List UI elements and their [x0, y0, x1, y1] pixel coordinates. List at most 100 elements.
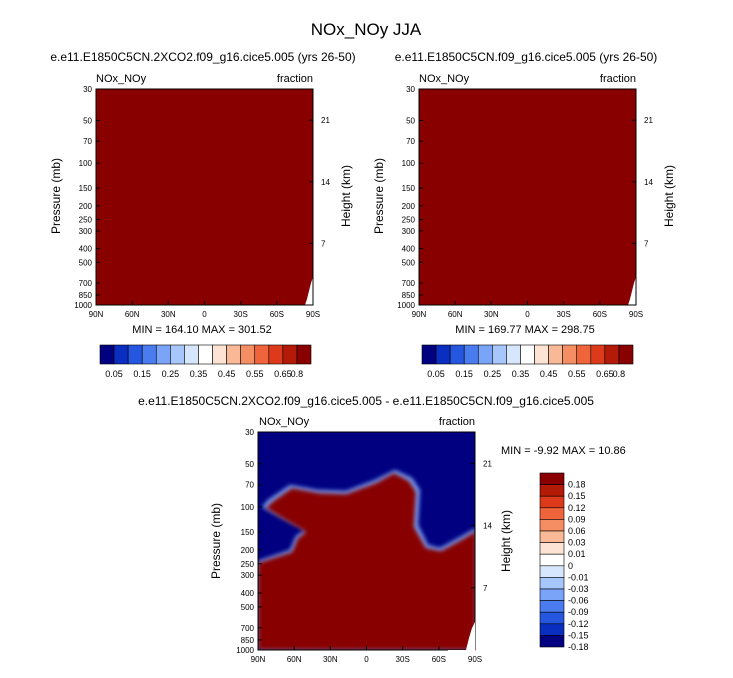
colorbar-swatch: [296, 344, 312, 365]
x-tick-label: 90N: [412, 310, 427, 319]
topography-mask: [448, 622, 475, 651]
colorbar-label: 0.15: [133, 369, 151, 379]
panel-1: e.e11.E1850C5CN.2XCO2.f09_g16.cice5.005 …: [49, 50, 356, 379]
x-tick-label: 0: [202, 310, 207, 319]
colorbar-swatch: [539, 635, 565, 648]
y-tick-label: 1000: [74, 301, 92, 310]
x-tick-label: 60N: [125, 310, 140, 319]
y-tick-label: 700: [79, 279, 93, 288]
y-tick-label: 700: [241, 624, 255, 633]
colorbar-swatch: [240, 344, 256, 365]
panel-3-right-label: fraction: [439, 416, 475, 428]
colorbar-swatch: [435, 344, 451, 365]
panel-2-field: [419, 89, 636, 306]
colorbar-label: 0.45: [540, 369, 558, 379]
x-tick-label: 0: [364, 655, 369, 664]
colorbar-swatch: [477, 344, 493, 365]
x-tick-label: 0: [525, 310, 530, 319]
colorbar-label: -0.06: [568, 596, 589, 606]
colorbar-swatch: [492, 344, 507, 365]
colorbar-swatch: [226, 344, 241, 365]
y-tick-label: 300: [402, 227, 416, 236]
panel-1-left-label: NOx_NOy: [96, 73, 147, 85]
colorbar-swatch: [449, 344, 465, 365]
x-tick-label: 60N: [287, 655, 302, 664]
x-tick-label: 30N: [161, 310, 176, 319]
panel-1-right-label: fraction: [277, 73, 313, 85]
colorbar-label: 0.8: [613, 369, 626, 379]
panel-3-axes: 305070100150200250300400500700850100090N…: [236, 428, 492, 664]
y-tick-label: 70: [245, 481, 254, 490]
y-tick-label: 30: [406, 85, 415, 94]
colorbar-swatch: [506, 344, 521, 365]
panel-2-ylabel-right: Height (km): [662, 165, 676, 227]
y-tick-label: 150: [241, 528, 255, 537]
colorbar-label: 0.35: [190, 369, 208, 379]
panel-2-colorbar: 0.05 0.15 0.25 0.35 0.45 0.55 0.65 0.8: [421, 344, 634, 379]
height-tick-label: 21: [644, 116, 653, 125]
y-tick-label: 700: [402, 279, 416, 288]
panel-2-left-label: NOx_NOy: [419, 73, 470, 85]
colorbar-swatch: [539, 577, 565, 590]
x-tick-label: 60S: [593, 310, 607, 319]
height-tick-label: 7: [644, 239, 649, 248]
colorbar-swatch: [539, 530, 565, 543]
y-tick-label: 100: [402, 159, 416, 168]
colorbar-swatch: [539, 588, 565, 601]
y-tick-label: 500: [79, 258, 93, 267]
y-tick-label: 150: [402, 184, 416, 193]
colorbar-swatch: [539, 623, 565, 636]
colorbar-swatch: [254, 344, 270, 365]
colorbar-swatch: [170, 344, 185, 365]
colorbar-label: 0.35: [512, 369, 530, 379]
y-tick-label: 50: [406, 116, 415, 125]
y-tick-label: 70: [406, 137, 415, 146]
colorbar-label: 0.25: [484, 369, 502, 379]
colorbar-swatch: [113, 344, 129, 365]
panel-1-axes: 305070100150200250300400500700850100090N…: [74, 85, 330, 319]
x-tick-label: 30N: [323, 655, 338, 664]
x-tick-label: 30S: [396, 655, 410, 664]
colorbar-label: 0.12: [568, 503, 586, 513]
y-tick-label: 1000: [397, 301, 415, 310]
y-tick-label: 400: [241, 589, 255, 598]
field-fill: [419, 89, 636, 305]
colorbar-swatch: [539, 495, 565, 509]
topography-mask: [283, 277, 313, 306]
colorbar-label: 0.65: [596, 369, 614, 379]
panel-2-axes: 305070100150200250300400500700850100090N…: [397, 85, 653, 319]
colorbar-swatch: [99, 344, 115, 365]
colorbar-swatch: [539, 519, 565, 532]
height-tick-label: 7: [483, 584, 488, 593]
y-tick-label: 70: [83, 137, 92, 146]
colorbar-label: 0.55: [568, 369, 586, 379]
panel-3-left-label: NOx_NOy: [259, 416, 310, 428]
panel-1-ylabel-right: Height (km): [339, 165, 353, 227]
x-tick-label: 30S: [557, 310, 571, 319]
panel-2-right-label: fraction: [600, 73, 636, 85]
colorbar-swatch: [539, 611, 565, 625]
y-tick-label: 200: [402, 202, 416, 211]
y-tick-label: 200: [241, 546, 255, 555]
topography-mask: [606, 277, 636, 306]
y-tick-label: 850: [79, 291, 93, 300]
panel-3-colorbar: 0.180.15 0.120.09 0.06 0.030.01 0-0.01 -0.03 -…: [539, 472, 589, 652]
colorbar-swatch: [534, 344, 549, 365]
panel-1-ylabel: Pressure (mb): [49, 158, 63, 234]
y-tick-label: 1000: [236, 646, 254, 655]
panel-1-stats: MIN = 164.10 MAX = 301.52: [132, 324, 271, 336]
x-tick-label: 30S: [234, 310, 248, 319]
y-tick-label: 500: [402, 258, 416, 267]
colorbar-label: 0.8: [291, 369, 304, 379]
height-tick-label: 21: [483, 459, 492, 468]
colorbar-swatch: [212, 344, 227, 365]
colorbar-swatch: [590, 344, 606, 365]
colorbar-swatch: [539, 600, 565, 613]
colorbar-swatch: [539, 484, 565, 497]
colorbar-label: 0.18: [568, 480, 586, 490]
colorbar-label: -0.03: [568, 584, 589, 594]
height-tick-label: 21: [321, 116, 330, 125]
panel-3-field-core: [258, 473, 475, 650]
colorbar-label: -0.12: [568, 619, 589, 629]
